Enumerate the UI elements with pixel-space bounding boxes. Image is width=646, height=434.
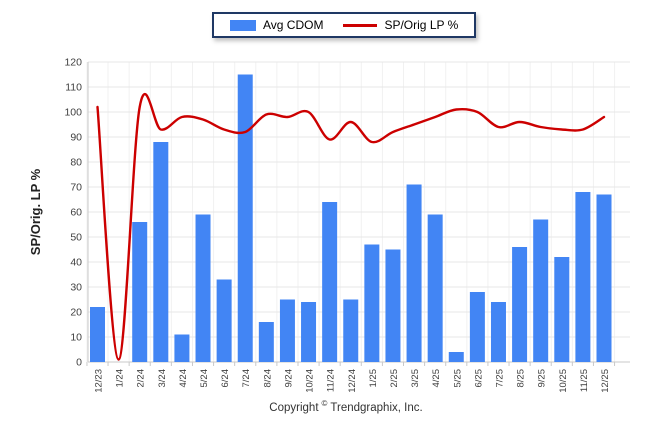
avg-cdom-bar	[385, 249, 401, 362]
avg-cdom-bar	[174, 334, 190, 362]
x-tick-label: 9/24	[283, 369, 294, 388]
x-tick-label: 2/24	[136, 369, 147, 388]
avg-cdom-bar	[343, 299, 359, 362]
x-tick-label: 7/24	[241, 369, 252, 388]
x-tick-label: 1/24	[115, 369, 126, 388]
x-tick-label: 1/25	[368, 369, 379, 388]
avg-cdom-bar	[279, 299, 295, 362]
x-tick-label: 2/25	[389, 369, 400, 388]
x-tick-label: 3/24	[157, 369, 168, 388]
x-tick-label: 10/25	[558, 369, 569, 393]
avg-cdom-bar	[153, 142, 169, 362]
x-tick-label: 12/23	[94, 369, 105, 393]
x-tick-label: 11/24	[326, 369, 337, 392]
avg-cdom-bar	[195, 214, 211, 362]
y-axis-title: SP/Orig. LP %	[28, 168, 43, 255]
avg-cdom-bar	[554, 257, 570, 362]
x-tick-label: 7/25	[494, 369, 505, 388]
x-tick-label: 12/25	[600, 369, 611, 393]
y-tick-label: 20	[70, 307, 82, 319]
avg-cdom-bar	[427, 214, 443, 362]
avg-cdom-bar	[132, 222, 148, 362]
y-tick-label: 60	[70, 207, 82, 219]
avg-cdom-bar	[533, 219, 549, 362]
x-tick-label: 4/24	[178, 369, 189, 388]
x-tick-label: 6/24	[220, 369, 231, 388]
x-tick-label: 10/24	[305, 369, 316, 393]
y-tick-label: 70	[70, 182, 82, 194]
copyright-symbol: ©	[321, 399, 328, 408]
legend: Avg CDOM SP/Orig LP %	[212, 12, 477, 38]
avg-cdom-bar	[90, 307, 105, 362]
y-tick-label: 50	[70, 232, 82, 244]
x-tick-label: 8/24	[262, 369, 273, 388]
avg-cdom-bar	[469, 292, 485, 362]
y-tick-label: 110	[65, 82, 82, 94]
x-tick-label: 9/25	[537, 369, 548, 388]
copyright-prefix: Copyright	[269, 401, 319, 414]
avg-cdom-bar	[575, 192, 591, 362]
x-tick-label: 6/25	[473, 369, 484, 388]
avg-cdom-bar	[237, 74, 253, 362]
avg-cdom-bar	[301, 302, 317, 362]
avg-cdom-bar	[596, 194, 612, 362]
y-tick-label: 80	[70, 157, 82, 169]
x-tick-label: 12/24	[347, 369, 358, 393]
avg-cdom-bar	[364, 244, 380, 362]
x-tick-label: 4/25	[431, 369, 442, 388]
y-tick-label: 120	[64, 57, 82, 69]
x-tick-label: 3/25	[410, 369, 421, 388]
avg-cdom-bar	[322, 202, 338, 362]
avg-cdom-bar	[406, 184, 422, 362]
y-tick-label: 100	[64, 107, 82, 119]
avg-cdom-bar	[490, 302, 506, 362]
x-tick-label: 11/25	[579, 369, 590, 392]
x-tick-label: 5/25	[452, 369, 463, 388]
y-tick-label: 90	[70, 132, 82, 144]
avg-cdom-bar	[216, 279, 232, 362]
y-tick-label: 30	[70, 282, 82, 294]
copyright-line: Copyright © Trendgraphix, Inc.	[0, 399, 646, 414]
sp-orig-lp-line	[96, 93, 606, 361]
y-tick-label: 10	[70, 332, 82, 344]
avg-cdom-bar	[512, 247, 528, 362]
avg-cdom-bar	[258, 322, 274, 362]
avg-cdom-bar	[448, 352, 464, 362]
y-tick-label: 0	[76, 357, 82, 369]
bar-series-swatch	[230, 19, 256, 31]
y-tick-label: 40	[70, 257, 82, 269]
x-tick-label: 5/24	[199, 369, 210, 388]
line-series-swatch	[343, 23, 378, 27]
plot-area: 0 10 20 30 40 50 60 70 80 90 100 110 120 12/23 1/24 2/2…	[64, 57, 630, 393]
legend-label-sp-orig-lp: SP/Orig LP %	[384, 18, 459, 32]
copyright-company: Trendgraphix, Inc.	[330, 401, 423, 414]
legend-label-avg-cdom: Avg CDOM	[263, 18, 324, 32]
x-tick-label: 8/25	[516, 369, 527, 388]
